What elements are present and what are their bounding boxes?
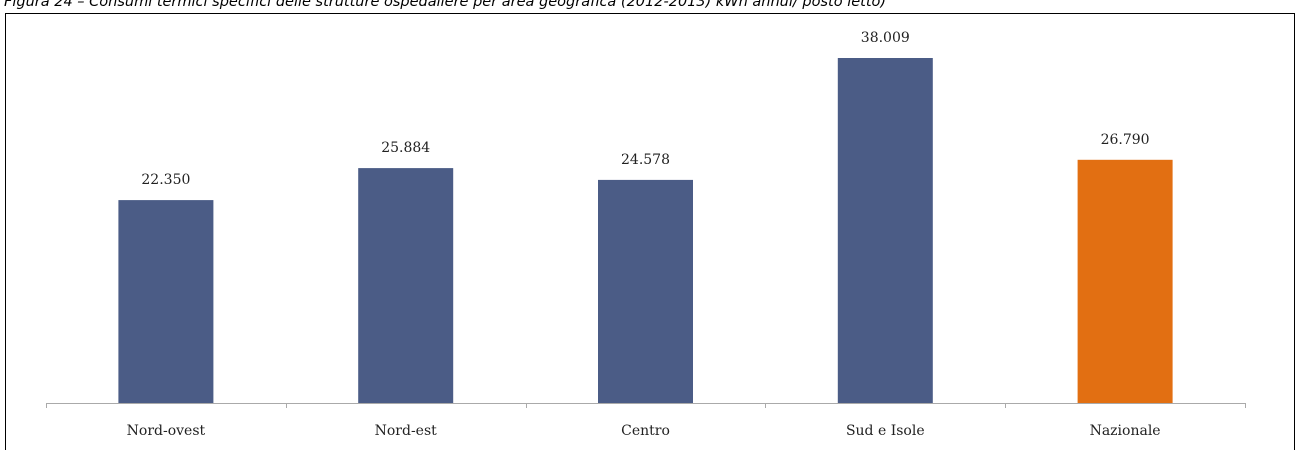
bar-sud-e-isole [838, 58, 933, 403]
value-label-centro: 24.578 [621, 152, 670, 168]
category-label-sud-e-isole: Sud e Isole [846, 423, 925, 439]
value-label-nord-ovest: 22.350 [141, 172, 190, 188]
x-axis [46, 403, 1246, 408]
bars-layer [118, 58, 1172, 403]
value-label-sud-e-isole: 38.009 [861, 30, 910, 46]
bar-nord-ovest [118, 200, 213, 403]
bar-centro [598, 180, 693, 403]
bar-nazionale [1078, 160, 1173, 403]
value-label-nazionale: 26.790 [1101, 132, 1150, 148]
category-label-centro: Centro [621, 423, 670, 439]
bar-nord-est [358, 168, 453, 403]
category-label-nazionale: Nazionale [1090, 423, 1161, 439]
category-label-nord-ovest: Nord-ovest [127, 423, 206, 439]
value-label-nord-est: 25.884 [381, 140, 430, 156]
category-label-nord-est: Nord-est [375, 423, 438, 439]
